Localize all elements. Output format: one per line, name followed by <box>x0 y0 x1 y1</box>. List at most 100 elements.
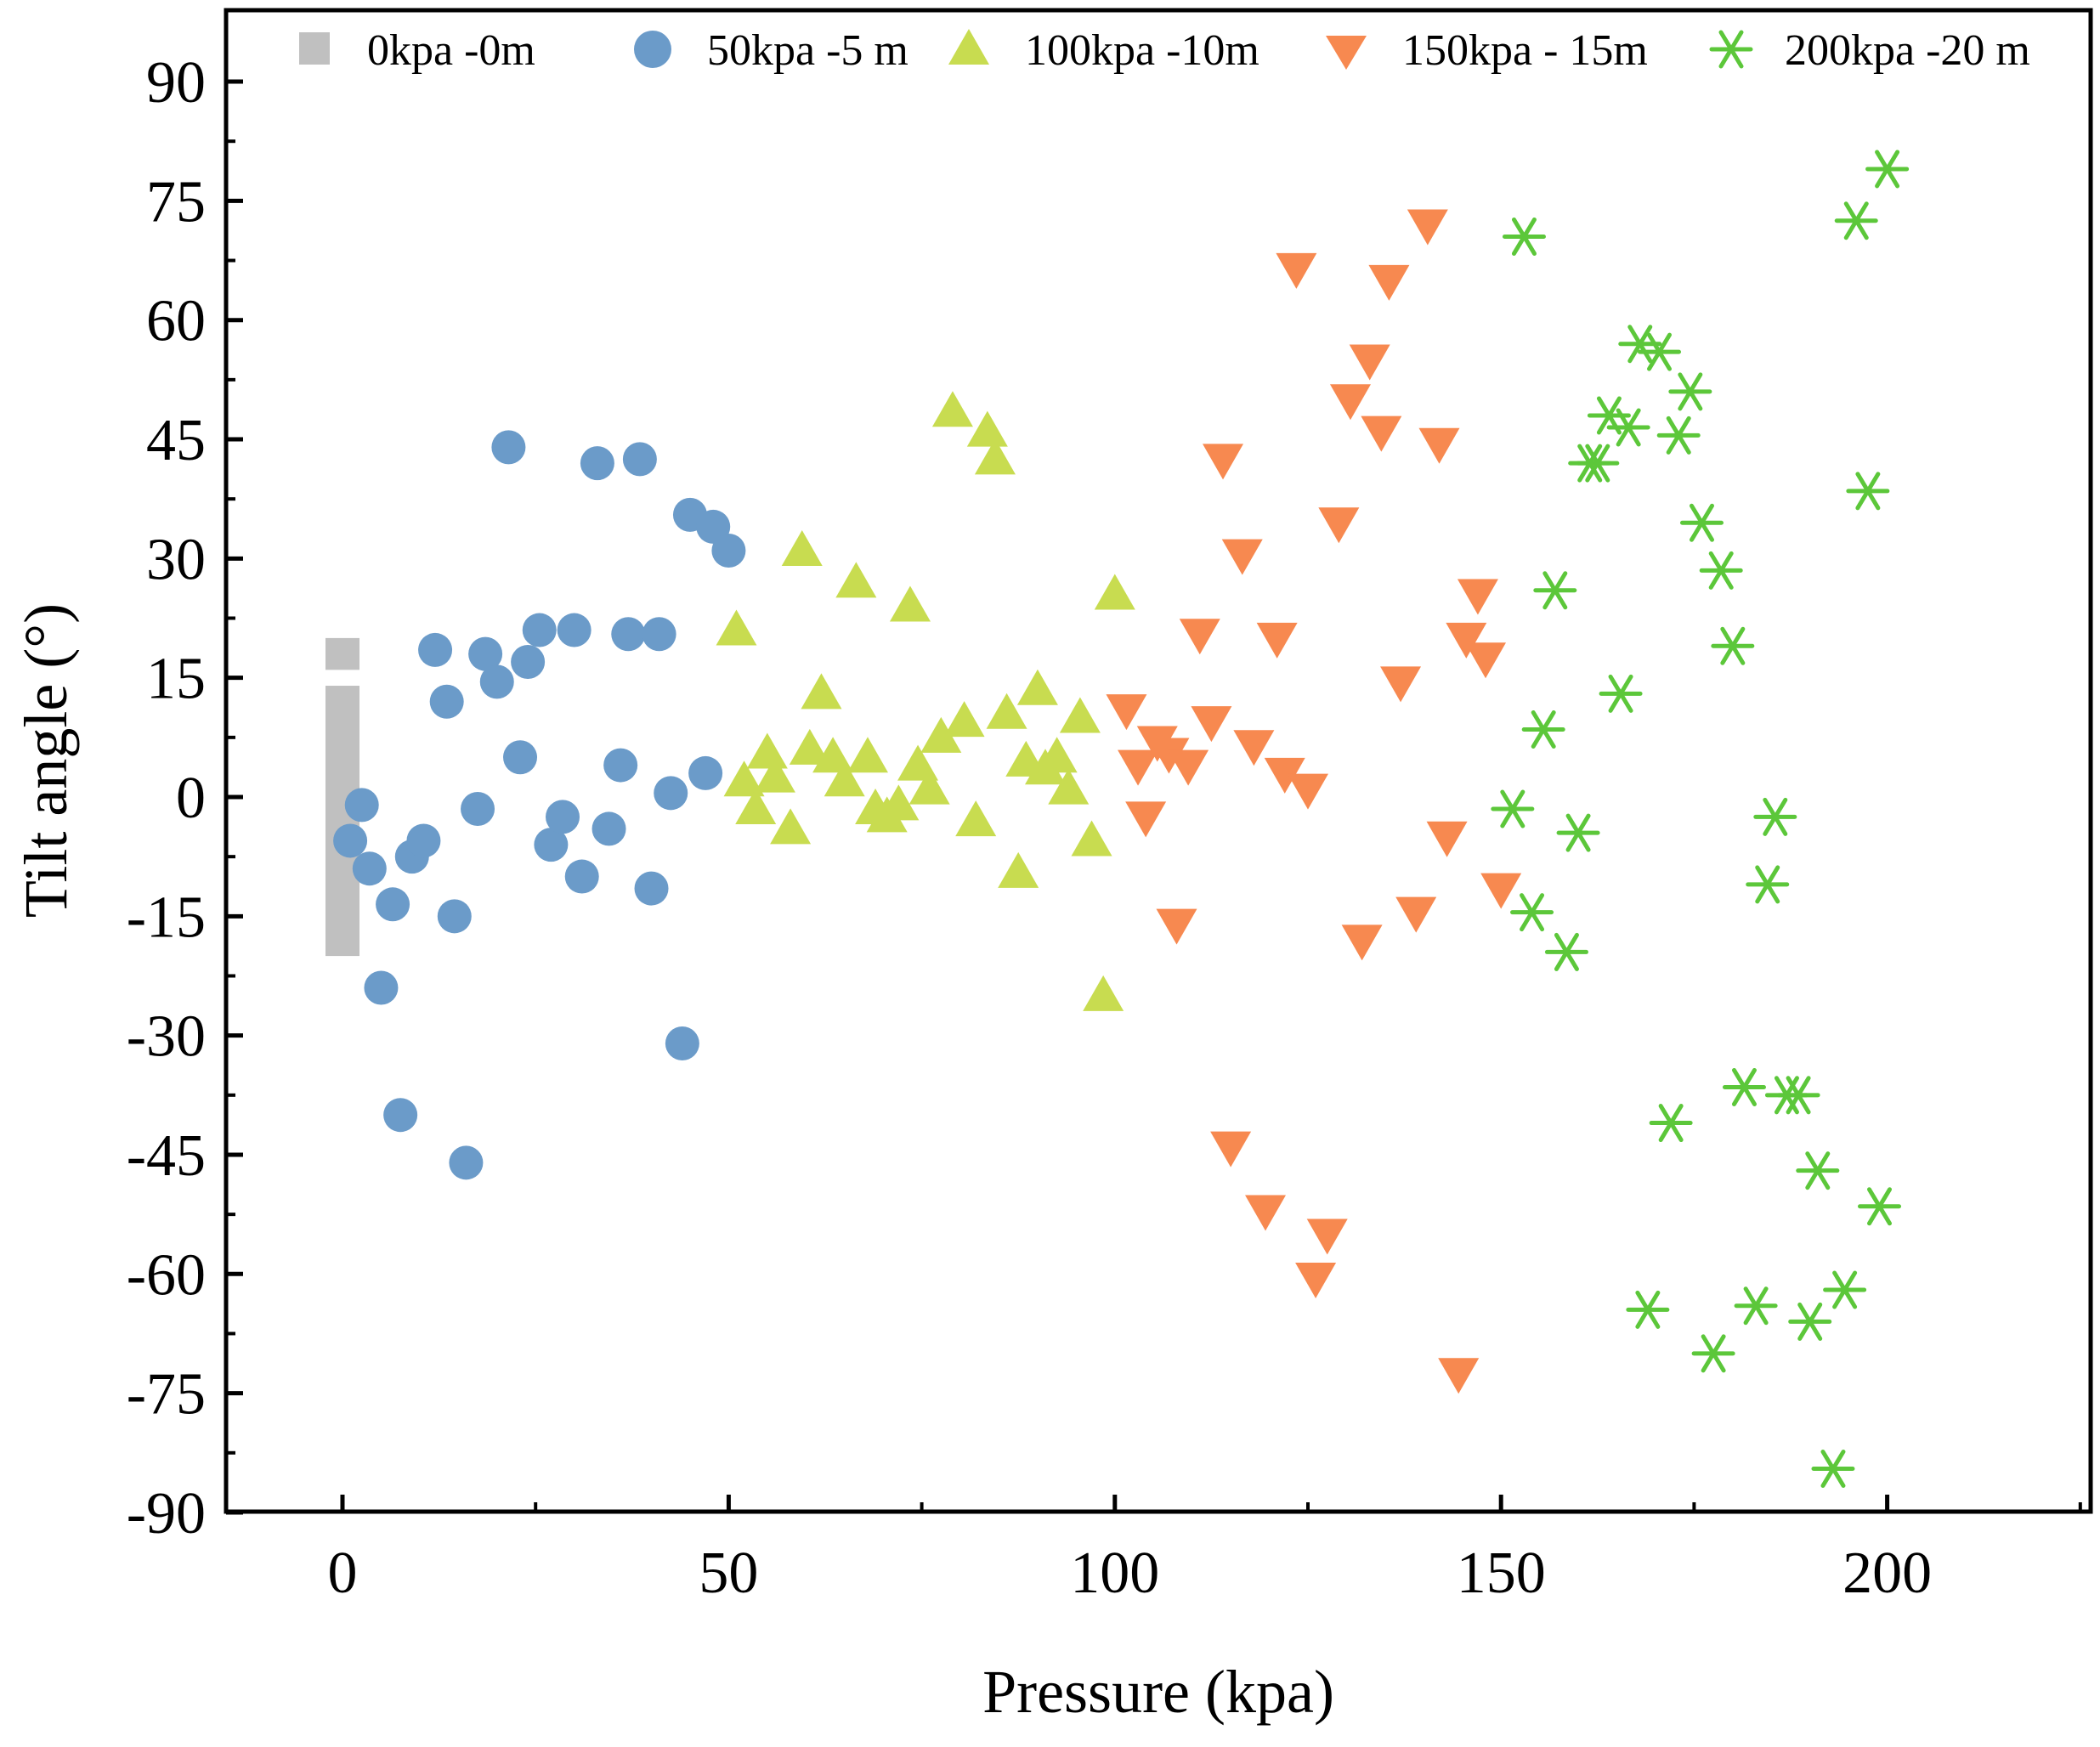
point-150kpa <box>1168 749 1209 786</box>
point-150kpa <box>1118 749 1159 786</box>
point-100kpa <box>1071 820 1112 857</box>
point-50kpa <box>654 776 688 811</box>
point-200kpa <box>1823 1270 1867 1309</box>
point-200kpa <box>1668 372 1712 411</box>
series-150kpa-15m <box>1106 209 1522 1394</box>
legend-marker-100kpa <box>948 29 989 65</box>
x-tick-label: 100 <box>1070 1541 1159 1606</box>
point-150kpa <box>1465 642 1507 679</box>
y-tick-labels: -90 -75 -60 -45 -30 -15 0 15 30 45 60 75 90 <box>127 50 206 1546</box>
point-50kpa <box>418 632 453 667</box>
data-marks <box>325 150 1910 1488</box>
point-150kpa <box>1276 252 1317 289</box>
y-tick-label: -90 <box>127 1481 206 1546</box>
point-150kpa <box>1395 896 1437 933</box>
point-100kpa <box>998 851 1039 888</box>
point-100kpa <box>920 716 962 753</box>
point-200kpa <box>1556 813 1600 852</box>
point-50kpa <box>511 644 546 679</box>
point-100kpa <box>974 438 1016 475</box>
y-tick-label: -30 <box>127 1004 206 1070</box>
series-200kpa-20-m <box>1491 150 1910 1488</box>
point-150kpa <box>1203 444 1244 480</box>
legend-item-50kpa: 50kpa -5 m <box>634 26 908 75</box>
point-100kpa <box>754 756 795 793</box>
point-200kpa <box>1576 444 1620 483</box>
point-100kpa <box>801 673 842 710</box>
bar-segment-0kpa <box>325 686 359 957</box>
legend-label-200kpa: 200kpa -20 m <box>1785 26 2030 75</box>
point-200kpa <box>1858 1187 1902 1226</box>
legend-label-50kpa: 50kpa -5 m <box>707 26 908 75</box>
legend-marker-0kpa <box>299 32 330 65</box>
point-150kpa <box>1368 264 1410 301</box>
point-150kpa <box>1233 730 1275 766</box>
point-50kpa <box>603 748 638 783</box>
legend-item-0kpa: 0kpa -0m <box>299 26 535 75</box>
point-150kpa <box>1341 924 1383 961</box>
point-50kpa <box>622 442 657 477</box>
y-tick-label: 30 <box>146 527 206 592</box>
point-50kpa <box>449 1145 484 1180</box>
point-50kpa <box>376 887 410 922</box>
point-150kpa <box>1156 908 1197 945</box>
point-100kpa <box>943 701 985 738</box>
point-200kpa <box>1753 797 1797 836</box>
point-50kpa <box>468 636 503 671</box>
y-tick-label: 75 <box>146 169 206 235</box>
point-150kpa <box>1306 1218 1348 1255</box>
point-50kpa <box>352 851 387 886</box>
point-200kpa <box>1606 408 1650 447</box>
point-100kpa <box>789 728 830 765</box>
point-150kpa <box>1106 694 1147 731</box>
point-150kpa <box>1318 507 1360 544</box>
point-100kpa <box>716 609 757 646</box>
series-50kpa-5-m <box>333 430 746 1180</box>
point-50kpa <box>522 613 557 647</box>
point-100kpa <box>878 784 920 821</box>
point-200kpa <box>1796 1151 1840 1190</box>
point-150kpa <box>1380 666 1422 703</box>
point-50kpa <box>592 811 626 846</box>
axis-ticks <box>226 79 2082 1515</box>
point-150kpa <box>1191 706 1232 743</box>
point-200kpa <box>1533 571 1577 610</box>
point-150kpa <box>1210 1131 1252 1167</box>
point-50kpa <box>557 613 592 647</box>
series-100kpa-10m <box>716 391 1135 1011</box>
y-tick-label: 90 <box>146 50 206 116</box>
point-100kpa <box>966 410 1008 447</box>
point-50kpa <box>344 788 379 823</box>
point-200kpa <box>1491 789 1535 828</box>
point-50kpa <box>406 823 441 858</box>
point-150kpa <box>1426 821 1468 857</box>
point-200kpa <box>1521 710 1565 749</box>
x-axis-title: Pressure (kpa) <box>982 1658 1334 1726</box>
series-0kpa-0m <box>325 637 359 957</box>
point-50kpa <box>503 740 538 775</box>
point-100kpa <box>1094 574 1135 610</box>
x-tick-label: 50 <box>699 1541 758 1606</box>
point-100kpa <box>835 562 877 598</box>
y-tick-label: 60 <box>146 289 206 354</box>
point-150kpa <box>1221 539 1263 575</box>
point-50kpa <box>580 446 614 481</box>
point-200kpa <box>1656 416 1701 455</box>
point-150kpa <box>1179 619 1220 655</box>
point-150kpa <box>1256 622 1298 659</box>
point-50kpa <box>491 430 526 465</box>
point-150kpa <box>1349 344 1390 381</box>
point-50kpa <box>534 828 569 862</box>
point-50kpa <box>333 823 368 858</box>
y-tick-label: 15 <box>146 647 206 712</box>
point-150kpa <box>1264 757 1305 794</box>
y-tick-label: 45 <box>146 408 206 473</box>
point-200kpa <box>1649 1104 1693 1143</box>
point-200kpa <box>1711 626 1755 665</box>
point-200kpa <box>1544 932 1588 971</box>
point-50kpa <box>437 899 472 934</box>
legend-label-100kpa: 100kpa -10m <box>1025 26 1259 75</box>
point-100kpa <box>723 760 765 797</box>
point-150kpa <box>1245 1195 1287 1231</box>
